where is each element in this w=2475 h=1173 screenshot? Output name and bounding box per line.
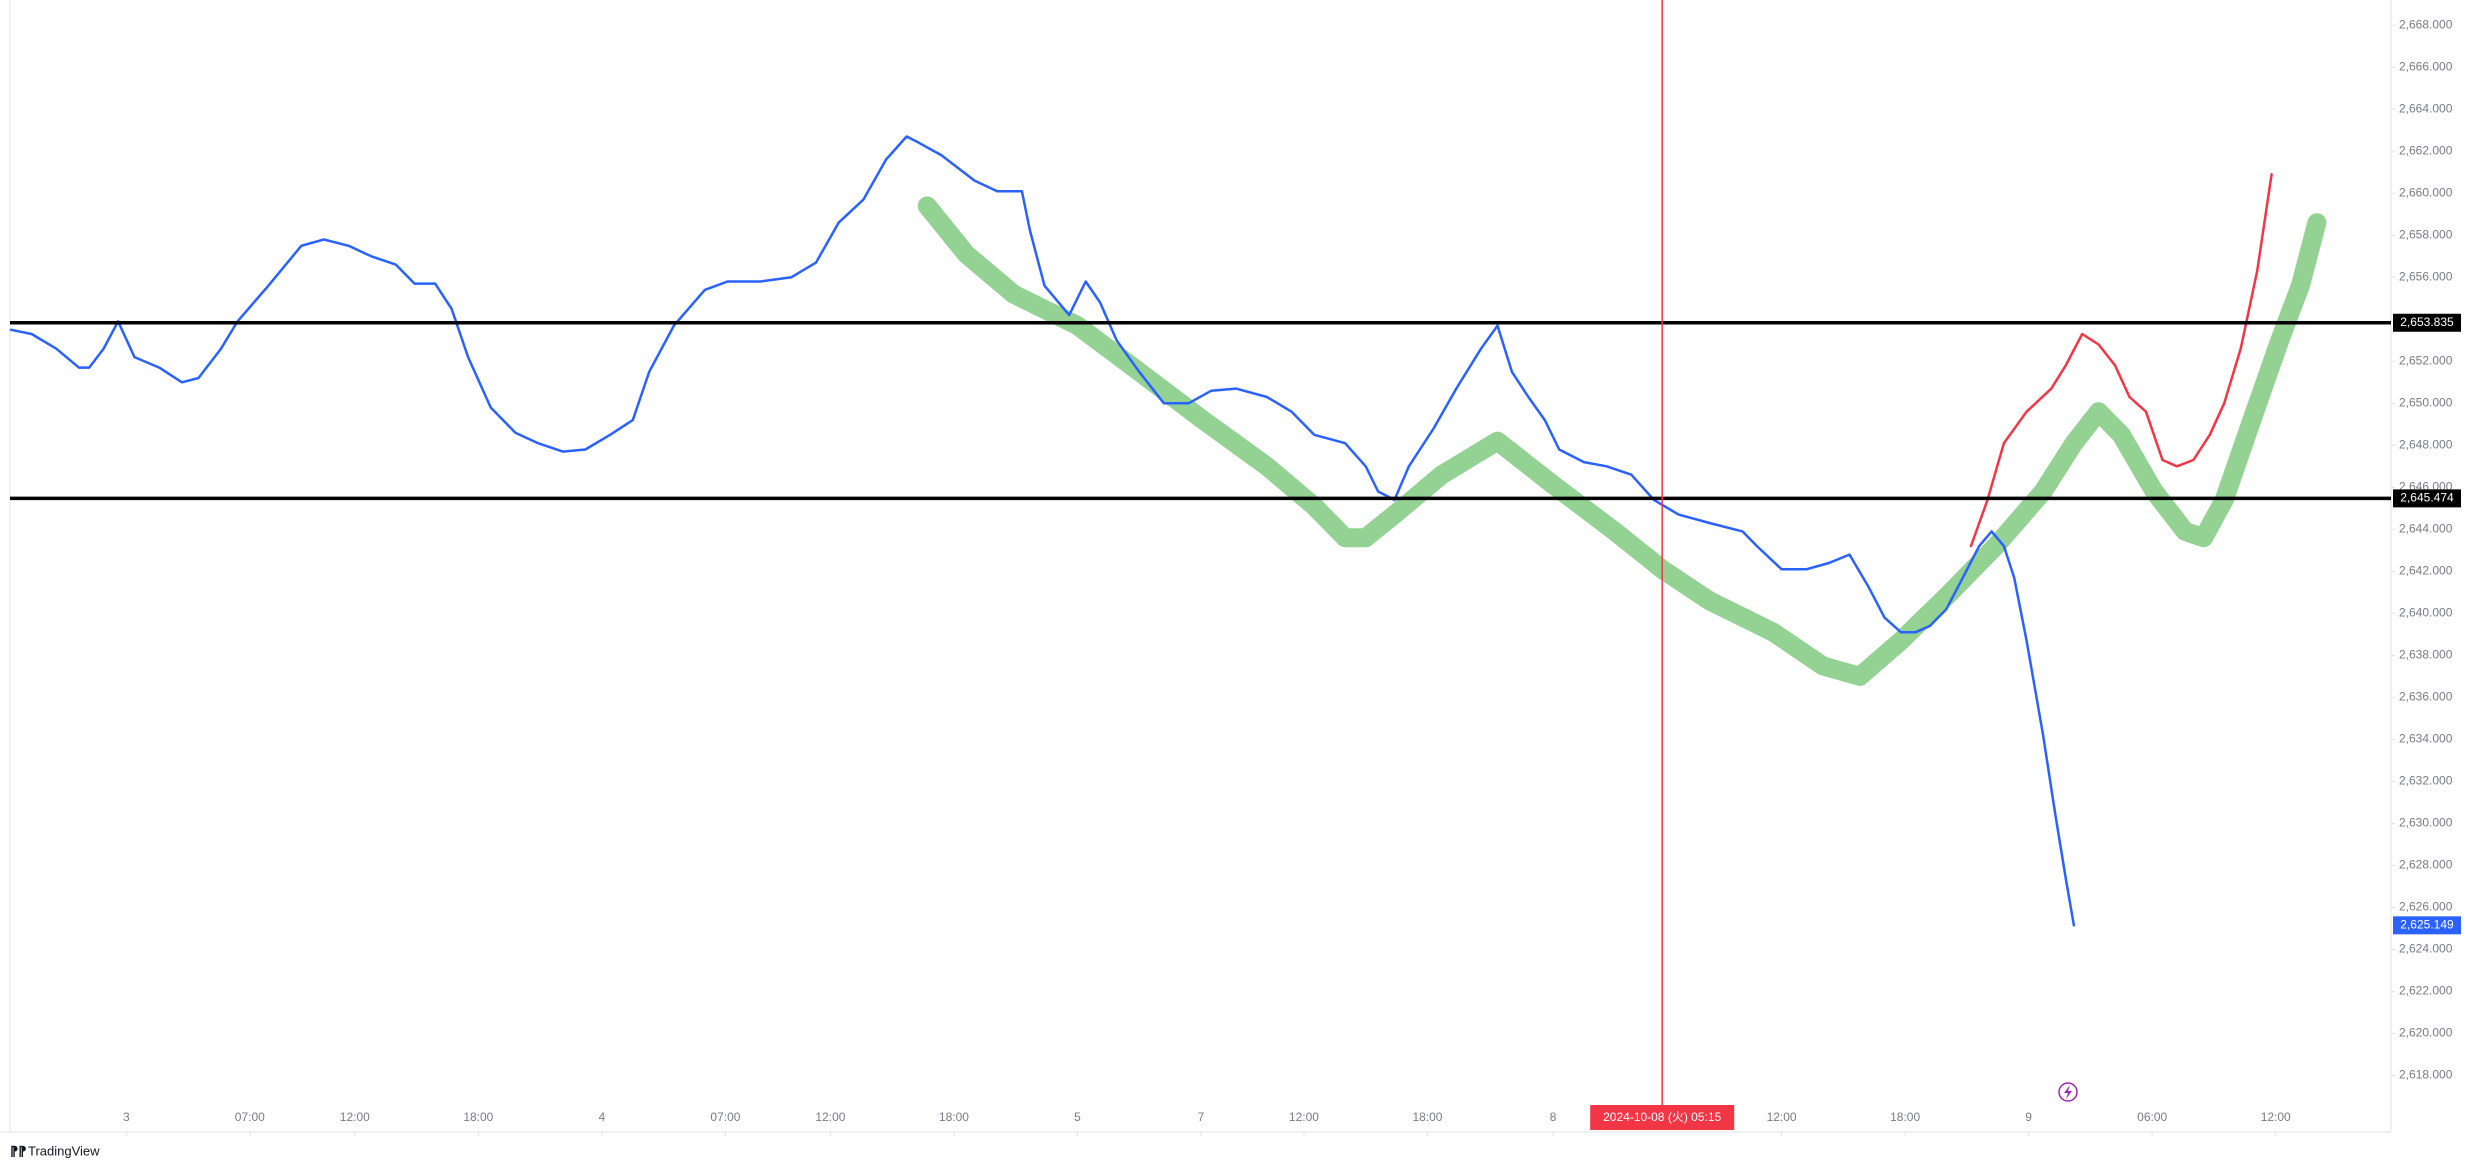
- x-tick-label: 12:00: [1289, 1110, 1319, 1124]
- x-tick-label: 12:00: [815, 1110, 845, 1124]
- y-tick-label: 2,634.000: [2399, 732, 2453, 746]
- x-tick-label: 9: [2025, 1110, 2032, 1124]
- y-tick-label: 2,666.000: [2399, 59, 2453, 73]
- x-tick-label: 7: [1198, 1110, 1205, 1124]
- crosshair-label: 2024-10-08 (火) 05:15: [1603, 1110, 1721, 1124]
- y-tick-label: 2,648.000: [2399, 437, 2453, 451]
- brand-name[interactable]: TradingView: [28, 1143, 100, 1158]
- y-tick-label: 2,664.000: [2399, 101, 2453, 115]
- y-tick-label: 2,652.000: [2399, 353, 2453, 367]
- brand-logo[interactable]: ⁋⁋: [10, 1143, 27, 1158]
- level-label-bg: [2393, 313, 2461, 332]
- y-tick-label: 2,640.000: [2399, 606, 2453, 620]
- y-tick-label: 2,668.000: [2399, 17, 2453, 31]
- x-tick-label: 07:00: [235, 1110, 265, 1124]
- y-tick-label: 2,644.000: [2399, 522, 2453, 536]
- x-tick-label: 12:00: [1767, 1110, 1797, 1124]
- y-tick-label: 2,632.000: [2399, 774, 2453, 788]
- series-line: [9, 135, 2076, 927]
- level-label: 2,645.474: [2400, 491, 2454, 505]
- x-tick-label: 12:00: [2261, 1110, 2291, 1124]
- y-tick-label: 2,628.000: [2399, 858, 2453, 872]
- y-tick-label: 2,626.000: [2399, 900, 2453, 914]
- x-tick-label: 8: [1550, 1110, 1557, 1124]
- series-line: [1969, 173, 2273, 548]
- level-label: 2,653.835: [2400, 315, 2454, 329]
- x-tick-label: 07:00: [710, 1110, 740, 1124]
- series-line: [917, 196, 2327, 686]
- x-tick-label: 5: [1074, 1110, 1081, 1124]
- y-tick-label: 2,650.000: [2399, 395, 2453, 409]
- x-tick-label: 18:00: [463, 1110, 493, 1124]
- y-tick-label: 2,622.000: [2399, 984, 2453, 998]
- crosshair-label-bg: [1590, 1105, 1735, 1130]
- y-tick-label: 2,618.000: [2399, 1068, 2453, 1082]
- y-tick-label: 2,642.000: [2399, 564, 2453, 578]
- y-tick-label: 2,660.000: [2399, 185, 2453, 199]
- y-tick-label: 2,620.000: [2399, 1026, 2453, 1040]
- y-tick-label: 2,662.000: [2399, 143, 2453, 157]
- last-price-bg: [2393, 916, 2461, 935]
- x-tick-label: 4: [599, 1110, 606, 1124]
- level-label-bg: [2393, 489, 2461, 508]
- y-tick-label: 2,636.000: [2399, 690, 2453, 704]
- lightning-icon[interactable]: [2058, 1082, 2078, 1102]
- x-tick-label: 12:00: [340, 1110, 370, 1124]
- x-tick-label: 18:00: [1890, 1110, 1920, 1124]
- y-tick-label: 2,624.000: [2399, 942, 2453, 956]
- y-tick-label: 2,638.000: [2399, 648, 2453, 662]
- x-tick-label: 18:00: [1412, 1110, 1442, 1124]
- y-tick-label: 2,658.000: [2399, 227, 2453, 241]
- y-tick-label: 2,630.000: [2399, 816, 2453, 830]
- last-price-label: 2,625.149: [2400, 917, 2454, 931]
- x-tick-label: 3: [123, 1110, 130, 1124]
- y-tick-label: 2,656.000: [2399, 269, 2453, 283]
- x-tick-label: 06:00: [2137, 1110, 2167, 1124]
- x-tick-label: 18:00: [939, 1110, 969, 1124]
